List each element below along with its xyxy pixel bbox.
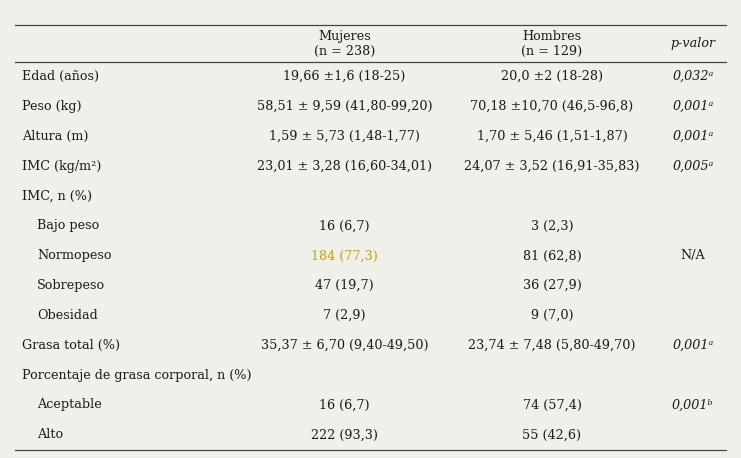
Text: Altura (m): Altura (m) bbox=[22, 130, 89, 143]
Text: 35,37 ± 6,70 (9,40-49,50): 35,37 ± 6,70 (9,40-49,50) bbox=[261, 339, 428, 352]
Text: IMC, n (%): IMC, n (%) bbox=[22, 190, 93, 202]
Text: 3 (2,3): 3 (2,3) bbox=[531, 219, 574, 233]
Text: 24,07 ± 3,52 (16,91-35,83): 24,07 ± 3,52 (16,91-35,83) bbox=[465, 160, 639, 173]
Text: Grasa total (%): Grasa total (%) bbox=[22, 339, 120, 352]
Text: 184 (77,3): 184 (77,3) bbox=[311, 249, 378, 262]
Text: p-valor: p-valor bbox=[671, 37, 715, 50]
Text: 7 (2,9): 7 (2,9) bbox=[323, 309, 366, 322]
Text: 81 (62,8): 81 (62,8) bbox=[522, 249, 582, 262]
Text: 0,001ᵃ: 0,001ᵃ bbox=[672, 339, 714, 352]
Text: 70,18 ±10,70 (46,5-96,8): 70,18 ±10,70 (46,5-96,8) bbox=[471, 100, 634, 113]
Text: 19,66 ±1,6 (18-25): 19,66 ±1,6 (18-25) bbox=[283, 70, 406, 83]
Text: Peso (kg): Peso (kg) bbox=[22, 100, 82, 113]
Text: N/A: N/A bbox=[680, 249, 705, 262]
Text: IMC (kg/m²): IMC (kg/m²) bbox=[22, 160, 102, 173]
Text: Mujeres
(n = 238): Mujeres (n = 238) bbox=[314, 29, 375, 58]
Text: 16 (6,7): 16 (6,7) bbox=[319, 219, 370, 233]
Text: Obesidad: Obesidad bbox=[37, 309, 98, 322]
Text: 0,005ᵃ: 0,005ᵃ bbox=[672, 160, 714, 173]
Text: 23,74 ± 7,48 (5,80-49,70): 23,74 ± 7,48 (5,80-49,70) bbox=[468, 339, 636, 352]
Text: Hombres
(n = 129): Hombres (n = 129) bbox=[522, 29, 582, 58]
Text: 1,59 ± 5,73 (1,48-1,77): 1,59 ± 5,73 (1,48-1,77) bbox=[269, 130, 420, 143]
Text: 36 (27,9): 36 (27,9) bbox=[522, 279, 582, 292]
Text: 47 (19,7): 47 (19,7) bbox=[315, 279, 374, 292]
Text: 222 (93,3): 222 (93,3) bbox=[311, 428, 378, 442]
Text: 0,032ᵃ: 0,032ᵃ bbox=[672, 70, 714, 83]
Text: 16 (6,7): 16 (6,7) bbox=[319, 398, 370, 411]
Text: Aceptable: Aceptable bbox=[37, 398, 102, 411]
Text: Edad (años): Edad (años) bbox=[22, 70, 99, 83]
Text: Porcentaje de grasa corporal, n (%): Porcentaje de grasa corporal, n (%) bbox=[22, 369, 252, 382]
Text: 0,001ᵇ: 0,001ᵇ bbox=[672, 398, 714, 411]
Text: 0,001ᵃ: 0,001ᵃ bbox=[672, 100, 714, 113]
Text: 55 (42,6): 55 (42,6) bbox=[522, 428, 582, 442]
Text: 74 (57,4): 74 (57,4) bbox=[522, 398, 582, 411]
Text: Sobrepeso: Sobrepeso bbox=[37, 279, 105, 292]
Text: 9 (7,0): 9 (7,0) bbox=[531, 309, 574, 322]
Text: 23,01 ± 3,28 (16,60-34,01): 23,01 ± 3,28 (16,60-34,01) bbox=[257, 160, 432, 173]
Text: 58,51 ± 9,59 (41,80-99,20): 58,51 ± 9,59 (41,80-99,20) bbox=[256, 100, 433, 113]
Text: Bajo peso: Bajo peso bbox=[37, 219, 99, 233]
Text: 20,0 ±2 (18-28): 20,0 ±2 (18-28) bbox=[501, 70, 603, 83]
Text: 1,70 ± 5,46 (1,51-1,87): 1,70 ± 5,46 (1,51-1,87) bbox=[476, 130, 628, 143]
Text: Alto: Alto bbox=[37, 428, 63, 442]
Text: Normopeso: Normopeso bbox=[37, 249, 112, 262]
Text: 0,001ᵃ: 0,001ᵃ bbox=[672, 130, 714, 143]
